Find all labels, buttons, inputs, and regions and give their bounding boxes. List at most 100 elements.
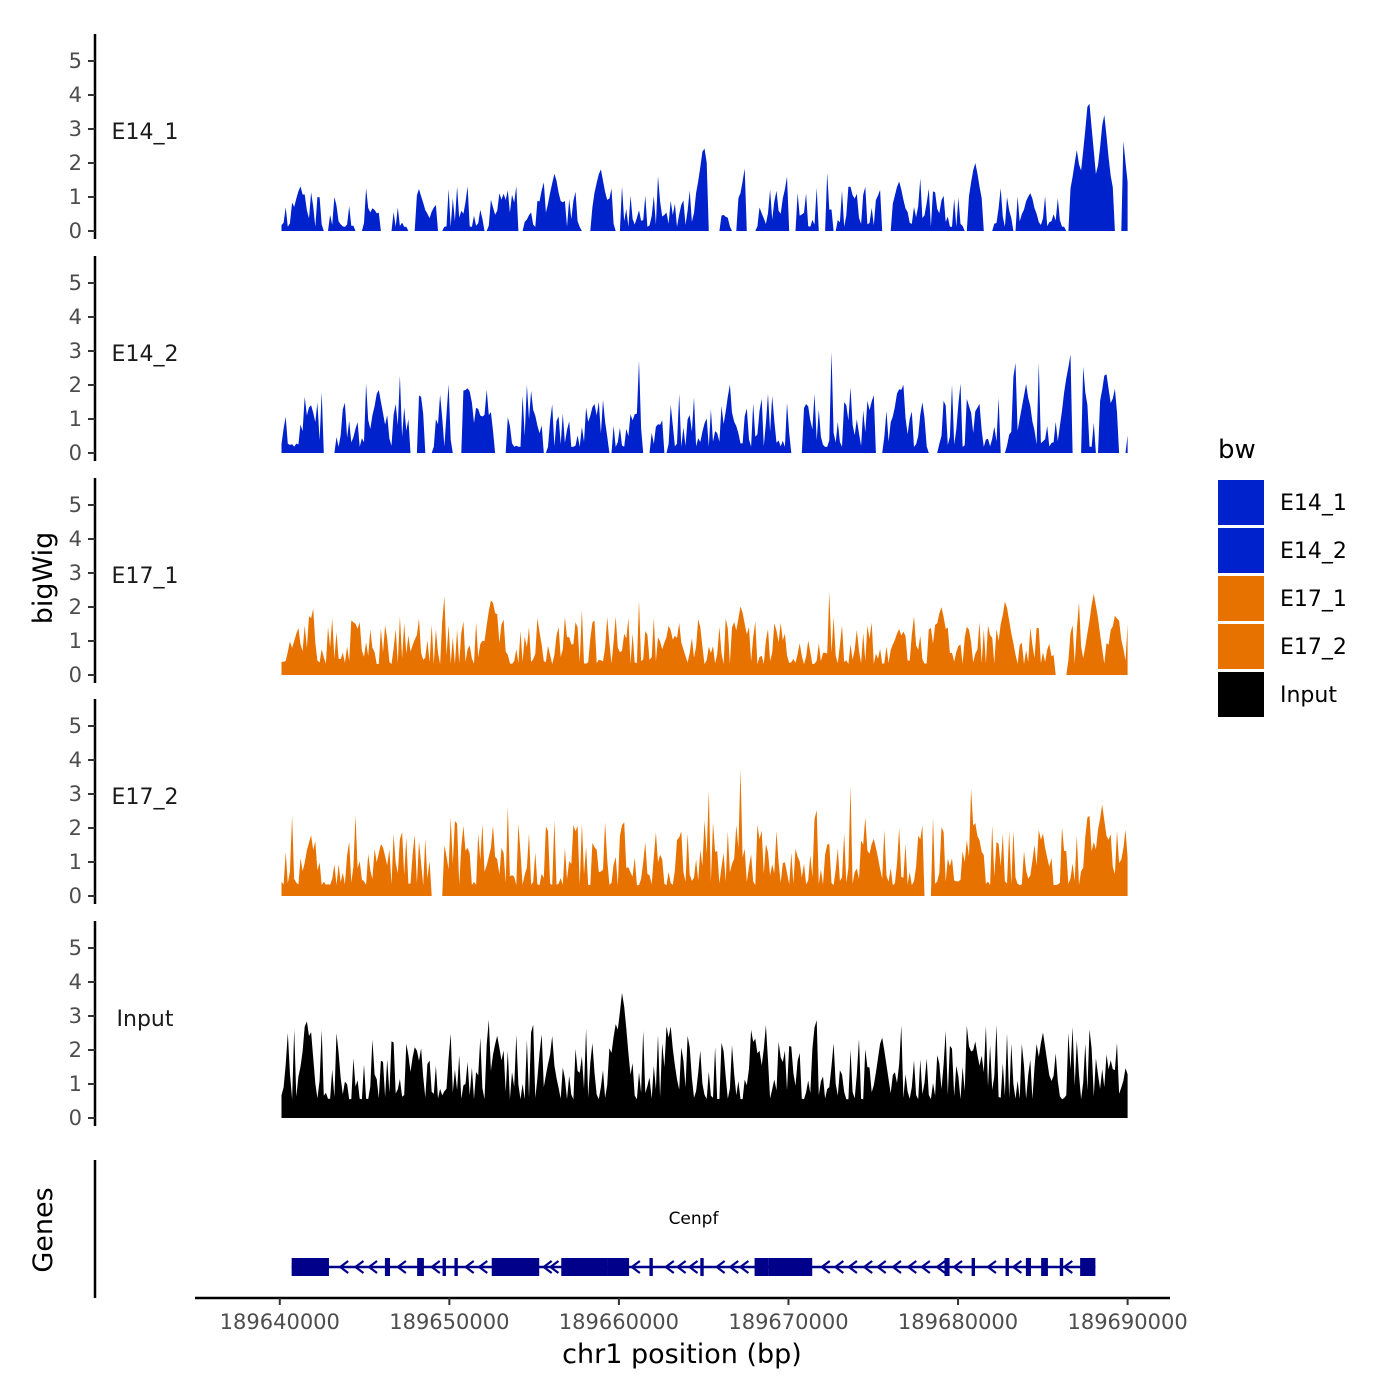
y-tick-label: 3 (69, 117, 82, 141)
track-e17_1: 0 1 2 3 4 5 E17_1 (69, 478, 1128, 687)
track-e17_2: 0 1 2 3 4 5 E17_2 (69, 699, 1128, 908)
legend: bw E14_1 E14_2 E17_1 E17_2 Input (1218, 435, 1347, 717)
y-tick-label: 5 (69, 493, 82, 517)
strand-arrow (1011, 1260, 1023, 1274)
genes-axis-title: Genes (28, 1187, 59, 1272)
legend-label-e14_2: E14_2 (1280, 539, 1347, 564)
y-tick-label: 4 (69, 305, 82, 329)
strand-arrow (548, 1260, 560, 1274)
gene-exon (561, 1258, 608, 1276)
y-tick-label: 5 (69, 714, 82, 738)
track-label: E14_2 (112, 342, 179, 367)
y-tick-label: 5 (69, 49, 82, 73)
legend-label-e14_1: E14_1 (1280, 491, 1347, 516)
y-tick-label: 0 (69, 884, 82, 908)
legend-label-e17_2: E17_2 (1280, 635, 1347, 660)
strand-arrow (687, 1260, 699, 1274)
y-tick-label: 0 (69, 1106, 82, 1130)
track-label: E14_1 (112, 120, 179, 145)
y-tick-label: 1 (69, 185, 82, 209)
y-tick-label: 0 (69, 219, 82, 243)
strand-arrow (429, 1260, 441, 1274)
strand-arrow (728, 1260, 739, 1274)
legend-label-input: Input (1280, 683, 1337, 708)
y-tick-label: 5 (69, 936, 82, 960)
track-input: 0 1 2 3 4 5 Input (69, 921, 1128, 1130)
y-tick-label: 1 (69, 850, 82, 874)
strand-arrow (630, 1260, 641, 1274)
strand-arrow (663, 1260, 675, 1274)
y-tick-label: 3 (69, 782, 82, 806)
strand-arrow (714, 1260, 726, 1274)
track-e14_2: 0 1 2 3 4 5 E14_2 (69, 256, 1128, 465)
y-tick-label: 1 (69, 1072, 82, 1096)
strand-arrow (477, 1260, 488, 1274)
gene-exon (291, 1258, 329, 1276)
gene-exon (1025, 1258, 1031, 1276)
coverage-area-input (281, 992, 1128, 1118)
strand-arrow (862, 1260, 873, 1274)
gene-exon (1041, 1258, 1048, 1276)
x-tick-label: 189660000 (559, 1310, 679, 1334)
gene-label: Cenpf (669, 1209, 720, 1229)
gene-exon (454, 1258, 458, 1276)
x-tick-label: 189680000 (898, 1310, 1018, 1334)
gene-exon (384, 1258, 390, 1276)
y-tick-label: 1 (69, 629, 82, 653)
y-tick-label: 4 (69, 83, 82, 107)
gene-exon (1059, 1258, 1064, 1276)
y-tick-label: 2 (69, 373, 82, 397)
y-tick-label: 0 (69, 441, 82, 465)
coverage-area-e17_2 (281, 769, 1128, 896)
strand-arrow (541, 1260, 553, 1274)
gene-exon (754, 1258, 769, 1276)
strand-arrow (463, 1260, 475, 1274)
strand-arrow (338, 1260, 349, 1274)
strand-arrow (919, 1260, 931, 1274)
gene-exon (442, 1258, 446, 1276)
strand-arrow (738, 1260, 750, 1274)
x-tick-label: 189670000 (728, 1310, 848, 1334)
gene-track: Cenpf (93, 1160, 1096, 1298)
strand-arrow (1062, 1260, 1073, 1274)
strand-arrow (675, 1260, 687, 1274)
legend-swatch-e14_2 (1218, 528, 1264, 573)
y-tick-label: 2 (69, 1038, 82, 1062)
x-axis-title: chr1 position (bp) (562, 1339, 802, 1370)
y-tick-label: 1 (69, 407, 82, 431)
y-tick-label: 2 (69, 595, 82, 619)
strand-arrow (935, 1260, 946, 1274)
track-label: E17_1 (112, 564, 179, 589)
strand-arrow (875, 1260, 887, 1274)
coverage-area-e17_1 (281, 592, 1128, 675)
x-axis: 189640000 189650000 189660000 189670000 1896… (195, 1296, 1188, 1334)
track-e14_1: 0 1 2 3 4 5 E14_1 (69, 34, 1128, 243)
coverage-tracks: 0 1 2 3 4 5 E14_1 0 1 2 3 4 5 E14_2 0 1 2 3 4 5 E17_1 0 1 2 3 4 5 E… (69, 34, 1128, 1130)
strand-arrow (986, 1260, 997, 1274)
y-tick-label: 4 (69, 748, 82, 772)
strand-arrow (353, 1260, 365, 1274)
gene-exon (700, 1258, 704, 1276)
gene-exon (649, 1258, 653, 1276)
coverage-area-e14_2 (281, 351, 1128, 453)
legend-title: bw (1218, 435, 1256, 465)
track-label: Input (117, 1007, 174, 1032)
strand-arrow (906, 1260, 917, 1274)
y-tick-label: 4 (69, 527, 82, 551)
strand-arrow (891, 1260, 902, 1274)
coverage-area-e14_1 (281, 103, 1128, 231)
gene-exon (944, 1258, 950, 1276)
strand-arrow (819, 1260, 831, 1274)
y-tick-label: 5 (69, 271, 82, 295)
gene-exon (417, 1258, 424, 1276)
y-tick-label: 3 (69, 339, 82, 363)
legend-swatch-e14_1 (1218, 480, 1264, 525)
legend-label-e17_1: E17_1 (1280, 587, 1347, 612)
track-label: E17_2 (112, 785, 179, 810)
strand-arrow (367, 1260, 378, 1274)
gene-exon (1005, 1258, 1009, 1276)
y-tick-label: 3 (69, 1004, 82, 1028)
strand-arrow (396, 1260, 407, 1274)
x-tick-label: 189690000 (1067, 1310, 1187, 1334)
